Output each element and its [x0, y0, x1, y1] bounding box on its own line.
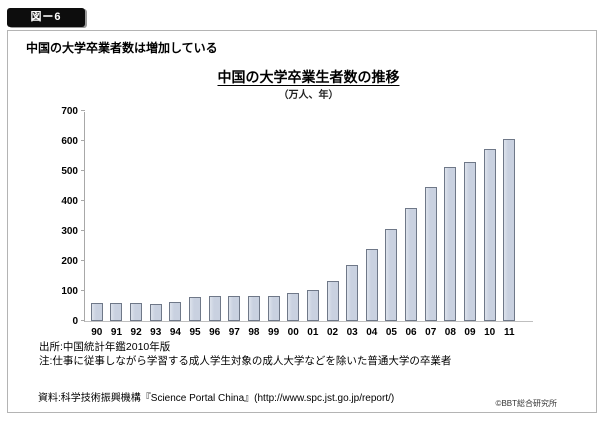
- bar-slot-06: 06: [401, 112, 421, 338]
- y-tick-label-0: 0: [72, 316, 78, 327]
- bar-04: [365, 249, 378, 321]
- y-tick-label-400: 400: [61, 196, 78, 207]
- bar-91: [110, 302, 123, 321]
- bar-99: [267, 295, 280, 321]
- bar-slot-99: 99: [264, 112, 284, 338]
- bar-07: [424, 186, 437, 321]
- bar-slot-09: 09: [460, 112, 480, 338]
- bar-chart: 90 91 92 93 94 95 96 97 98 99 00 01 02 03 04 05 06 07 08 09…: [61, 106, 533, 338]
- bar-08: [444, 167, 457, 321]
- bar-10: [483, 148, 496, 321]
- x-tick-label-00: 00: [287, 327, 299, 338]
- bar-slot-02: 02: [323, 112, 343, 338]
- bar-97: [228, 296, 241, 321]
- chart-notes: 出所:中国統計年鑑2010年版 注:仕事に従事しながら学習する成人学生対象の成人…: [39, 340, 451, 368]
- y-tick-label-500: 500: [61, 166, 78, 177]
- y-tick-label-200: 200: [61, 256, 78, 267]
- reference-line: 資料:科学技術振興機構『Science Portal China』(http:/…: [38, 393, 395, 404]
- definition-note: 注:仕事に従事しながら学習する成人学生対象の成人大学などを除いた普通大学の卒業者: [39, 355, 452, 367]
- x-tick-label-93: 93: [150, 327, 162, 338]
- bar-slot-11: 11: [499, 112, 519, 338]
- bar-slot-91: 91: [107, 112, 127, 338]
- bar-slot-04: 04: [362, 112, 382, 338]
- y-tick-label-300: 300: [61, 226, 78, 237]
- y-tick-600: [81, 140, 85, 141]
- x-tick-label-95: 95: [189, 327, 201, 338]
- x-tick-label-99: 99: [268, 327, 280, 338]
- y-tick-700: [81, 110, 85, 111]
- bar-92: [130, 303, 143, 321]
- bar-slot-90: 90: [87, 112, 107, 338]
- bar-slot-98: 98: [244, 112, 264, 338]
- x-tick-label-03: 03: [346, 327, 358, 338]
- bar-slot-96: 96: [205, 112, 225, 338]
- x-tick-label-01: 01: [307, 327, 319, 338]
- y-tick-label-700: 700: [61, 106, 78, 117]
- y-tick-500: [81, 170, 85, 171]
- bar-01: [306, 289, 319, 321]
- x-tick-label-09: 09: [464, 327, 476, 338]
- bar-95: [189, 296, 202, 321]
- bar-02: [326, 280, 339, 321]
- x-tick-label-98: 98: [248, 327, 260, 338]
- bar-00: [287, 292, 300, 321]
- y-tick-0: [81, 320, 85, 321]
- source-note: 出所:中国統計年鑑2010年版: [39, 341, 171, 353]
- chart-title: 中国の大学卒業生者数の推移: [217, 69, 400, 85]
- x-tick-label-08: 08: [444, 327, 456, 338]
- bar-98: [247, 296, 260, 321]
- x-tick-label-91: 91: [110, 327, 123, 338]
- bar-05: [385, 228, 398, 321]
- bar-06: [405, 207, 418, 321]
- y-tick-label-600: 600: [61, 136, 78, 147]
- bar-94: [169, 301, 182, 321]
- bar-slot-05: 05: [382, 112, 402, 338]
- bar-slot-94: 94: [166, 112, 186, 338]
- y-tick-label-100: 100: [61, 286, 78, 297]
- bar-slot-00: 00: [283, 112, 303, 338]
- plot-area: 90 91 92 93 94 95 96 97 98 99 00 01 02 03 04 05 06 07 08 09…: [85, 112, 533, 338]
- x-tick-label-04: 04: [366, 327, 378, 338]
- bar-03: [346, 264, 359, 321]
- bar-90: [90, 302, 103, 321]
- y-tick-100: [81, 290, 85, 291]
- x-tick-label-94: 94: [169, 327, 181, 338]
- y-tick-400: [81, 200, 85, 201]
- x-tick-label-10: 10: [484, 327, 496, 338]
- figure-frame: 中国の大学卒業者数は増加している 中国の大学卒業生者数の推移 （万人、年） 90…: [7, 30, 597, 413]
- x-tick-label-96: 96: [209, 327, 221, 338]
- bar-slot-97: 97: [224, 112, 244, 338]
- x-tick-label-92: 92: [130, 327, 142, 338]
- y-tick-200: [81, 260, 85, 261]
- bar-slot-01: 01: [303, 112, 323, 338]
- bar-slot-07: 07: [421, 112, 441, 338]
- bar-09: [463, 161, 476, 321]
- x-tick-label-06: 06: [405, 327, 417, 338]
- y-tick-300: [81, 230, 85, 231]
- x-tick-label-02: 02: [326, 327, 339, 338]
- figure-number-badge: 図ー6: [7, 8, 85, 27]
- bar-slot-93: 93: [146, 112, 166, 338]
- x-tick-label-05: 05: [385, 327, 397, 338]
- bar-slot-08: 08: [441, 112, 461, 338]
- bar-11: [503, 138, 516, 321]
- bar-slot-10: 10: [480, 112, 500, 338]
- x-tick-label-90: 90: [91, 327, 103, 338]
- bar-slot-03: 03: [342, 112, 362, 338]
- bar-93: [149, 303, 162, 321]
- chart-unit-label: （万人、年）: [278, 90, 339, 101]
- x-tick-label-07: 07: [425, 327, 437, 338]
- bar-slot-92: 92: [126, 112, 146, 338]
- copyright: ©BBT総合研究所: [495, 399, 557, 408]
- figure-heading: 中国の大学卒業者数は増加している: [26, 41, 218, 55]
- x-tick-label-97: 97: [228, 327, 240, 338]
- bar-96: [208, 295, 221, 321]
- bar-slot-95: 95: [185, 112, 205, 338]
- x-tick-label-11: 11: [503, 327, 515, 338]
